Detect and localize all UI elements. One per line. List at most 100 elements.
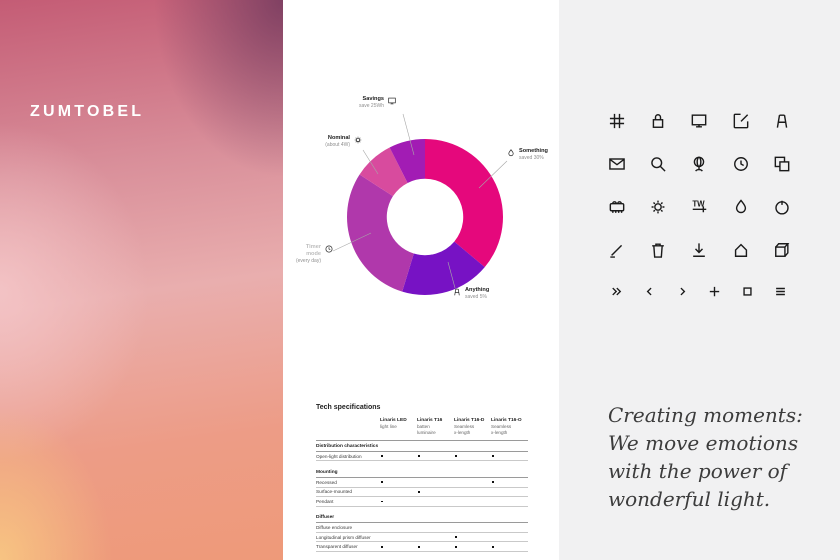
spec-dot-cell bbox=[491, 497, 528, 507]
chart-label-value: (about 4W) bbox=[325, 142, 350, 149]
easel-icon bbox=[452, 287, 462, 297]
spec-column-header: Linaris T16 batten luminaire bbox=[417, 418, 454, 442]
brand-gradient-panel: ZUMTOBEL bbox=[0, 0, 283, 560]
chart-label-anything: Anything saved 5% bbox=[452, 287, 512, 301]
spec-section-header: Distribution characteristics bbox=[316, 441, 528, 452]
chart-label-savings: Savings save 25Wh bbox=[339, 96, 397, 110]
spec-row-label: Open-light distribution bbox=[316, 452, 380, 462]
spec-dot-cell bbox=[380, 542, 417, 553]
chevron-right-icon bbox=[675, 284, 690, 299]
chart-label-title: Timer mode bbox=[305, 244, 321, 257]
spec-row-label: Diffuse enclosure bbox=[316, 523, 380, 533]
spec-dot bbox=[381, 455, 383, 458]
spec-dot-cell bbox=[491, 452, 528, 462]
brand-quote: Creating moments: We move emotions with … bbox=[608, 403, 803, 511]
spec-dot bbox=[418, 545, 420, 548]
chart-label-nominal: Nominal (about 4W) bbox=[307, 135, 363, 149]
monitor-icon bbox=[679, 99, 720, 142]
tech-spec-table: Tech specifications Linaris LED light lin… bbox=[316, 404, 528, 553]
lock-icon bbox=[637, 99, 678, 142]
trolley-icon bbox=[596, 185, 637, 228]
spec-row-label: Surface-mounted bbox=[316, 488, 380, 498]
zumtobel-logo: ZUMTOBEL bbox=[30, 103, 145, 120]
spec-dot-cell bbox=[454, 523, 491, 533]
cube-icon bbox=[762, 228, 803, 271]
spec-dot bbox=[492, 481, 494, 484]
clock-icon bbox=[720, 142, 761, 185]
spec-dot-cell bbox=[417, 497, 454, 507]
search-icon bbox=[637, 142, 678, 185]
spec-dot-cell bbox=[380, 478, 417, 488]
spec-column-header: Linaris LED light line bbox=[380, 418, 417, 442]
spec-dot-cell bbox=[454, 478, 491, 488]
clock-icon bbox=[324, 244, 334, 254]
spec-dot-cell bbox=[454, 542, 491, 553]
spec-dot-cell bbox=[454, 488, 491, 498]
droplet-icon bbox=[720, 185, 761, 228]
chart-label-value: saved 5% bbox=[465, 294, 487, 301]
spec-dot-cell bbox=[491, 478, 528, 488]
spec-dot-cell bbox=[417, 488, 454, 498]
donut-segments bbox=[346, 139, 503, 295]
donut-segment-something bbox=[425, 139, 503, 268]
spec-table-grid: Linaris LED light line Linaris T16 batten lu… bbox=[316, 418, 528, 553]
spec-dot-cell bbox=[417, 533, 454, 543]
icon-grid: TW bbox=[596, 99, 803, 271]
spec-dot-cell bbox=[454, 452, 491, 462]
spec-dot-cell bbox=[380, 523, 417, 533]
content-page-panel: Savings save 25Wh Nominal (about 4W) Som… bbox=[283, 0, 559, 560]
donut-segment-anything bbox=[402, 241, 485, 295]
spec-dot-cell bbox=[380, 488, 417, 498]
chart-label-title: Nominal bbox=[327, 135, 350, 141]
spec-row-label: Transparent diffuser bbox=[316, 542, 380, 553]
chevron-left-icon bbox=[642, 284, 657, 299]
spec-dot bbox=[381, 481, 383, 484]
square-icon bbox=[740, 284, 755, 299]
spec-dot-cell bbox=[417, 452, 454, 462]
spec-dot bbox=[381, 500, 383, 503]
spec-dot-cell bbox=[417, 478, 454, 488]
easel-icon bbox=[762, 99, 803, 142]
spec-row-label: Recessed bbox=[316, 478, 380, 488]
sun-icon bbox=[637, 185, 678, 228]
download-icon bbox=[679, 228, 720, 271]
spec-dot bbox=[492, 455, 494, 458]
chart-label-something: Something saved 30% bbox=[506, 148, 566, 162]
donut-segment-timer-mode bbox=[346, 174, 414, 292]
menu-icon bbox=[773, 284, 788, 299]
spec-dot bbox=[492, 545, 494, 548]
double-chevron-right-icon bbox=[609, 284, 624, 299]
copy-icon bbox=[762, 142, 803, 185]
spec-dot-cell bbox=[380, 497, 417, 507]
spec-section-header: Mounting bbox=[316, 467, 528, 478]
chart-label-value: (every day) bbox=[295, 258, 321, 265]
grid-icon bbox=[596, 99, 637, 142]
spec-dot-cell bbox=[417, 523, 454, 533]
spec-dot bbox=[455, 536, 457, 539]
spec-dot-cell bbox=[417, 542, 454, 553]
spec-row-label: Pendant bbox=[316, 497, 380, 507]
tunable-white-icon: TW bbox=[679, 185, 720, 228]
spec-dot-cell bbox=[491, 523, 528, 533]
trash-icon bbox=[637, 228, 678, 271]
icon-footer-row bbox=[609, 284, 788, 299]
donut-segment-nominal bbox=[359, 147, 408, 197]
chart-label-value: save 25Wh bbox=[358, 103, 384, 110]
spec-dot-cell bbox=[380, 533, 417, 543]
spec-column-header: Linaris T16-O Seamless x-length bbox=[491, 418, 528, 442]
spec-dot-cell bbox=[491, 533, 528, 543]
leader-lines bbox=[332, 113, 508, 289]
svg-text:TW: TW bbox=[693, 199, 706, 208]
droplet-icon bbox=[506, 148, 516, 158]
spec-dot bbox=[455, 545, 457, 548]
icon-typography-panel: TW Creating moments: We move emotions wi… bbox=[559, 0, 840, 560]
chart-label-timer: Timer mode (every day) bbox=[291, 244, 334, 265]
spec-row-label: Longitudinal prism diffuser bbox=[316, 533, 380, 543]
edit-icon bbox=[720, 99, 761, 142]
spec-dot-cell bbox=[491, 542, 528, 553]
donut-segment-savings bbox=[389, 139, 425, 183]
spec-dot bbox=[455, 455, 457, 458]
spec-dot-cell bbox=[380, 452, 417, 462]
globe-icon bbox=[679, 142, 720, 185]
spec-dot bbox=[381, 545, 383, 548]
